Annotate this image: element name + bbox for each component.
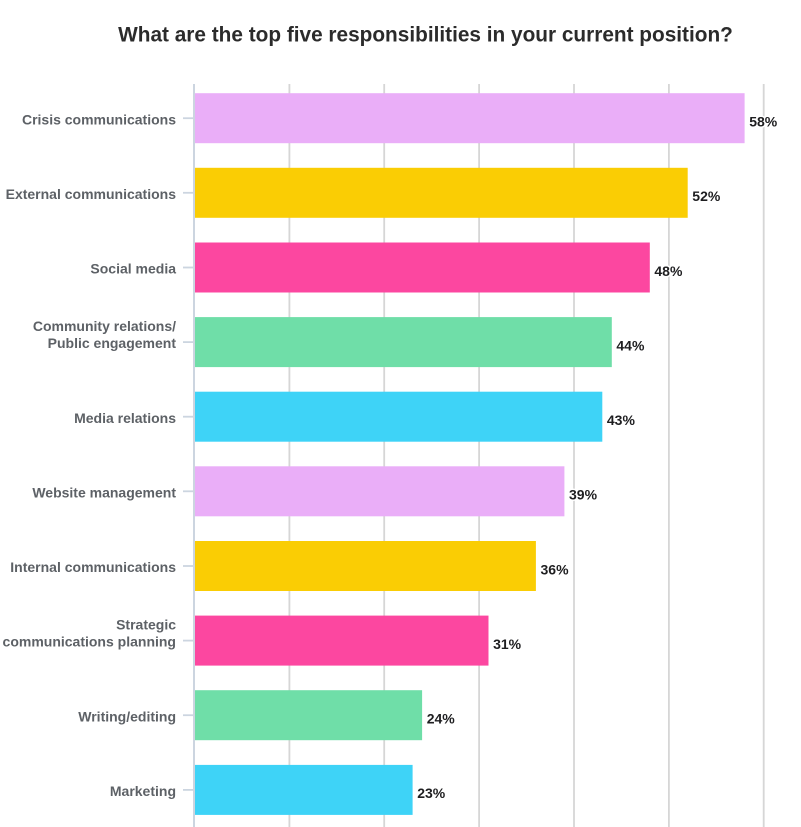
svg-text:44%: 44%: [616, 337, 645, 353]
svg-text:Media relations: Media relations: [74, 410, 176, 426]
svg-text:43%: 43%: [607, 412, 636, 428]
svg-text:24%: 24%: [427, 711, 456, 727]
svg-text:Crisis communications: Crisis communications: [22, 111, 176, 127]
svg-text:31%: 31%: [493, 636, 522, 652]
svg-text:Internal communications: Internal communications: [10, 559, 176, 575]
svg-text:communications planning: communications planning: [3, 634, 176, 650]
svg-text:23%: 23%: [417, 785, 446, 801]
svg-text:What are the top five responsi: What are the top five responsibilities i…: [118, 24, 733, 47]
svg-text:Marketing: Marketing: [110, 783, 176, 799]
svg-text:36%: 36%: [541, 561, 570, 577]
svg-text:Strategic: Strategic: [116, 617, 176, 633]
svg-text:52%: 52%: [692, 188, 721, 204]
svg-text:Writing/editing: Writing/editing: [78, 708, 176, 724]
svg-text:Public engagement: Public engagement: [48, 335, 177, 351]
svg-text:48%: 48%: [654, 263, 683, 279]
svg-text:58%: 58%: [749, 114, 778, 130]
svg-text:Community relations/: Community relations/: [33, 318, 176, 334]
svg-text:39%: 39%: [569, 487, 598, 503]
svg-text:External communications: External communications: [6, 186, 177, 202]
svg-text:Social media: Social media: [90, 261, 176, 277]
svg-text:Website management: Website management: [32, 484, 176, 500]
